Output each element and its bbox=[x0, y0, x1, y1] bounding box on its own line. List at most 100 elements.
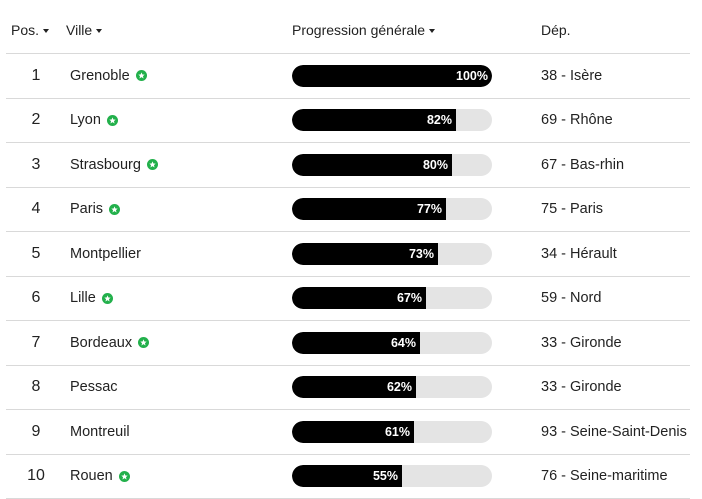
row-progress-cell: 67% bbox=[292, 277, 492, 321]
row-department: 38 - Isère bbox=[541, 67, 603, 84]
progress-bar: 80% bbox=[292, 153, 492, 176]
row-city-name[interactable]: Rouen bbox=[70, 468, 113, 485]
row-city-cell: Strasbourg bbox=[70, 143, 158, 187]
progress-label: 73% bbox=[408, 246, 434, 261]
row-progress-cell: 82% bbox=[292, 99, 492, 143]
row-city-cell: Paris bbox=[70, 188, 121, 232]
row-city-cell: Lille bbox=[70, 277, 113, 321]
row-department: 69 - Rhône bbox=[541, 112, 613, 129]
row-city-cell: Rouen bbox=[70, 455, 130, 499]
row-city-name[interactable]: Lille bbox=[70, 290, 96, 307]
row-position: 8 bbox=[31, 378, 41, 396]
table-row[interactable]: 6 Lille 67% 59 - Nord bbox=[6, 277, 690, 321]
row-position: 1 bbox=[31, 66, 41, 84]
header-ville-label: Ville bbox=[66, 22, 93, 38]
progress-bar: 82% bbox=[292, 109, 492, 132]
row-city-name[interactable]: Lyon bbox=[70, 112, 101, 129]
row-position: 3 bbox=[31, 155, 41, 173]
row-progress-cell: 64% bbox=[292, 321, 492, 365]
progress-bar: 100% bbox=[292, 64, 492, 87]
row-position: 6 bbox=[31, 289, 41, 307]
caret-down-icon bbox=[429, 29, 436, 33]
row-city-name[interactable]: Grenoble bbox=[70, 67, 130, 84]
row-progress-cell: 80% bbox=[292, 143, 492, 187]
header-dep-label: Dép. bbox=[541, 22, 571, 38]
progress-bar-fill bbox=[292, 242, 438, 265]
progress-bar-fill bbox=[292, 465, 402, 488]
progress-bar-fill bbox=[292, 376, 416, 399]
header-pos-label: Pos. bbox=[11, 22, 40, 38]
star-badge-icon bbox=[109, 203, 121, 215]
row-city-name[interactable]: Strasbourg bbox=[70, 156, 141, 173]
progress-bar-fill bbox=[292, 331, 420, 354]
progress-bar: 61% bbox=[292, 420, 492, 443]
table-row[interactable]: 4 Paris 77% 75 - Paris bbox=[6, 188, 690, 232]
table-body: 1 Grenoble 100% 38 - Isère 2 Lyon 82% 69 - Rhôn… bbox=[6, 54, 690, 499]
progress-bar: 64% bbox=[292, 331, 492, 354]
row-city-name[interactable]: Paris bbox=[70, 201, 104, 218]
progress-label: 67% bbox=[396, 291, 422, 306]
progress-bar-fill bbox=[292, 198, 446, 221]
star-badge-icon bbox=[101, 292, 113, 304]
progress-label: 64% bbox=[390, 335, 416, 350]
row-position: 10 bbox=[27, 467, 45, 485]
header-dep: Dép. bbox=[541, 22, 571, 38]
table-row[interactable]: 8 Pessac 62% 33 - Gironde bbox=[6, 366, 690, 410]
row-position: 9 bbox=[31, 422, 41, 440]
progress-bar: 73% bbox=[292, 242, 492, 265]
row-city-name[interactable]: Bordeaux bbox=[70, 334, 133, 351]
table-row[interactable]: 2 Lyon 82% 69 - Rhône bbox=[6, 99, 690, 143]
row-city-name[interactable]: Pessac bbox=[70, 379, 118, 396]
sort-progression-button[interactable]: Progression générale bbox=[292, 22, 436, 38]
progress-bar: 62% bbox=[292, 376, 492, 399]
progress-bar: 67% bbox=[292, 287, 492, 310]
row-position: 5 bbox=[31, 244, 41, 262]
caret-down-icon bbox=[43, 29, 50, 33]
row-position: 2 bbox=[31, 111, 41, 129]
table-row[interactable]: 10 Rouen 55% 76 - Seine-maritime bbox=[6, 455, 690, 499]
table-row[interactable]: 5 Montpellier 73% 34 - Hérault bbox=[6, 232, 690, 277]
row-position: 4 bbox=[31, 200, 41, 218]
progress-label: 100% bbox=[456, 68, 488, 83]
row-city-name[interactable]: Montpellier bbox=[70, 245, 141, 262]
row-department: 34 - Hérault bbox=[541, 245, 617, 262]
table-row[interactable]: 7 Bordeaux 64% 33 - Gironde bbox=[6, 321, 690, 366]
table-row[interactable]: 9 Montreuil 61% 93 - Seine-Saint-Denis bbox=[6, 410, 690, 455]
row-progress-cell: 73% bbox=[292, 232, 492, 276]
table-row[interactable]: 1 Grenoble 100% 38 - Isère bbox=[6, 54, 690, 99]
progress-bar-fill bbox=[292, 287, 426, 310]
row-progress-cell: 62% bbox=[292, 366, 492, 410]
star-badge-icon bbox=[146, 159, 158, 171]
table-row[interactable]: 3 Strasbourg 80% 67 - Bas-rhin bbox=[6, 143, 690, 188]
row-city-cell: Montreuil bbox=[70, 410, 130, 454]
sort-pos-button[interactable]: Pos. bbox=[11, 22, 50, 38]
progress-label: 82% bbox=[426, 113, 452, 128]
sort-ville-button[interactable]: Ville bbox=[66, 22, 103, 38]
star-badge-icon bbox=[106, 114, 118, 126]
row-department: 93 - Seine-Saint-Denis bbox=[541, 423, 687, 440]
row-city-cell: Bordeaux bbox=[70, 321, 150, 365]
progress-label: 61% bbox=[384, 424, 410, 439]
row-city-name[interactable]: Montreuil bbox=[70, 423, 130, 440]
progress-bar-fill bbox=[292, 153, 452, 176]
row-department: 33 - Gironde bbox=[541, 334, 622, 351]
progress-label: 62% bbox=[386, 380, 412, 395]
header-progression-label: Progression générale bbox=[292, 22, 426, 38]
progress-bar-fill bbox=[292, 420, 414, 443]
row-progress-cell: 77% bbox=[292, 188, 492, 232]
row-department: 75 - Paris bbox=[541, 201, 604, 218]
row-progress-cell: 61% bbox=[292, 410, 492, 454]
progress-label: 80% bbox=[422, 157, 448, 172]
progress-bar: 55% bbox=[292, 465, 492, 488]
row-city-cell: Montpellier bbox=[70, 232, 141, 276]
row-city-cell: Lyon bbox=[70, 99, 118, 143]
caret-down-icon bbox=[96, 29, 103, 33]
row-position: 7 bbox=[31, 333, 41, 351]
ranking-table: Pos. Ville Progression générale Dép. 1 Gr… bbox=[6, 8, 690, 499]
progress-bar: 77% bbox=[292, 198, 492, 221]
progress-bar-fill bbox=[292, 109, 456, 132]
row-department: 67 - Bas-rhin bbox=[541, 156, 625, 173]
row-city-cell: Grenoble bbox=[70, 54, 147, 98]
row-department: 59 - Nord bbox=[541, 290, 602, 307]
row-progress-cell: 100% bbox=[292, 54, 492, 98]
